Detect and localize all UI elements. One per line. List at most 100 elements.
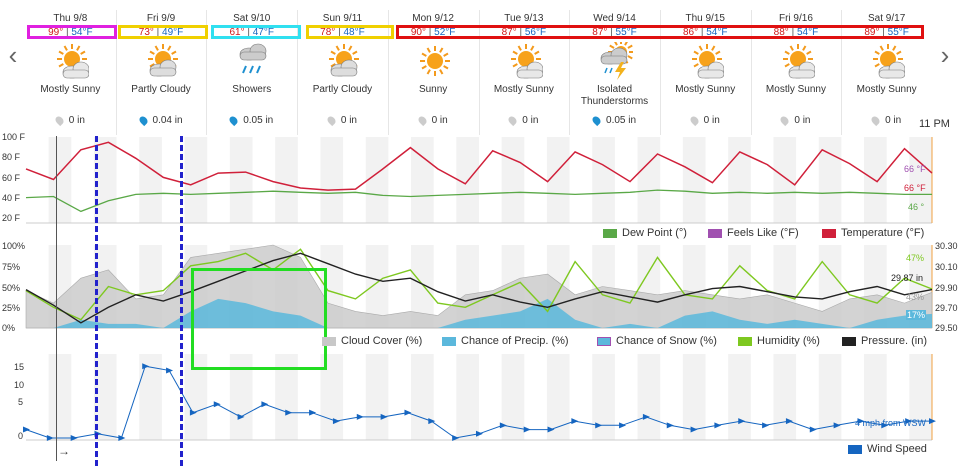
legend-dew-point[interactable]: Dew Point (°) — [603, 227, 687, 239]
day-forecast-9[interactable]: Sat 9/17 89° | 55°F Mostly Sunny 0 in — [841, 0, 932, 135]
day-highlight-box — [396, 25, 924, 39]
legend-swatch — [848, 444, 862, 454]
legend-label: Wind Speed — [867, 443, 927, 455]
wind-direction-marker — [476, 430, 483, 437]
wind-direction-marker — [332, 418, 340, 425]
legend-chance-of-snow[interactable]: Chance of Snow (%) — [597, 335, 717, 347]
day-condition: Isolated Thunderstorms — [580, 84, 649, 107]
night-shading-band — [728, 137, 751, 223]
day-temps: 73° | 49°F — [138, 27, 184, 38]
wind-direction-marker — [213, 401, 221, 408]
legend-label: Chance of Snow (%) — [616, 335, 717, 347]
legend-wind-speed[interactable]: Wind Speed — [848, 443, 927, 455]
legend-feels-like[interactable]: Feels Like (°F) — [708, 227, 799, 239]
day-condition: Partly Cloudy — [131, 84, 191, 95]
day-high: 87° — [501, 27, 517, 38]
wind-current-value: 4 mph from WSW — [855, 418, 927, 428]
pressure-axis-tick: 29.70 — [935, 303, 958, 313]
legend-pressure[interactable]: Pressure. (in) — [842, 335, 927, 347]
percent-axis-tick: 100% — [2, 241, 26, 251]
percent-axis-tick: 50% — [2, 283, 21, 293]
wind-direction-marker — [714, 422, 722, 429]
day-low: 48°F — [343, 27, 365, 38]
night-shading-band — [411, 354, 434, 440]
wind-axis-tick: 0 — [18, 431, 24, 441]
day-precip-amount: 0.05 in — [606, 115, 637, 126]
day-high: 61° — [229, 27, 245, 38]
temp-axis-tick: 60 F — [2, 173, 21, 183]
day-condition: Mostly Sunny — [765, 84, 826, 95]
wind-direction-marker — [785, 418, 793, 425]
day-precip: 0.05 in — [569, 114, 660, 127]
day-high: 99° — [48, 27, 64, 38]
day-precip-amount: 0.05 in — [243, 115, 274, 126]
annotation-dashed-line — [95, 136, 98, 466]
day-precip: 0 in — [660, 114, 751, 127]
wind-direction-marker — [619, 422, 627, 429]
legend-swatch — [442, 336, 456, 346]
day-date: Fri 9/9 — [146, 13, 176, 24]
day-forecast-4[interactable]: Mon 9/12 90° | 52°F Sunny 0 in — [388, 0, 479, 135]
day-forecast-7[interactable]: Thu 9/15 86° | 54°F Mostly Sunny 0 in — [660, 0, 751, 135]
day-precip-amount: 0 in — [703, 115, 720, 126]
temperature-line — [25, 141, 933, 191]
feels-like-current-value: 66 °F — [904, 164, 926, 174]
night-shading-band — [139, 354, 162, 440]
day-forecast-0[interactable]: Thu 9/8 99° | 54°F Mostly Sunny 0 in — [25, 0, 116, 135]
night-shading-band — [411, 245, 434, 328]
previous-days-button[interactable]: ‹ — [8, 40, 18, 70]
night-shading-band — [818, 354, 842, 440]
day-high: 78° — [320, 27, 336, 38]
day-date: Thu 9/8 — [53, 13, 88, 24]
wind-direction-marker — [881, 422, 889, 429]
legend-label: Dew Point (°) — [622, 227, 687, 239]
day-forecast-3[interactable]: Sun 9/11 78° | 48°F Partly Cloudy 0 in — [297, 0, 388, 135]
day-date: Wed 9/14 — [593, 13, 636, 24]
night-shading-band — [48, 137, 72, 223]
night-shading-band — [93, 354, 117, 440]
day-highlight-box — [27, 25, 117, 39]
wind-direction-marker — [666, 422, 674, 429]
mostly-sunny-icon — [509, 42, 543, 80]
day-high: 90° — [410, 27, 426, 38]
night-shading-band — [864, 354, 887, 440]
day-highlight-box — [211, 25, 301, 39]
day-temps: 89° | 55°F — [864, 27, 909, 38]
legend-cloud-cover[interactable]: Cloud Cover (%) — [322, 335, 422, 347]
next-days-button[interactable]: › — [940, 40, 950, 70]
dew-point-line — [25, 189, 932, 213]
pressure-line — [25, 252, 933, 324]
day-date: Tue 9/13 — [504, 13, 544, 24]
night-shading-band — [592, 354, 615, 440]
day-date: Mon 9/12 — [412, 13, 454, 24]
day-forecast-6[interactable]: Wed 9/14 87° | 55°F Isolated Thunderstor… — [569, 0, 660, 135]
day-precip-amount: 0 in — [885, 115, 902, 126]
legend-label: Feels Like (°F) — [727, 227, 799, 239]
night-shading-band — [501, 354, 525, 440]
pressure-current-value: 29.87 in — [891, 273, 924, 283]
night-shading-band — [728, 354, 751, 440]
day-forecast-5[interactable]: Tue 9/13 87° | 56°F Mostly Sunny 0 in — [479, 0, 570, 135]
legend-label: Cloud Cover (%) — [341, 335, 423, 347]
legend-chance-of-precip[interactable]: Chance of Precip. (%) — [442, 335, 569, 347]
legend-temperature[interactable]: Temperature (°F) — [822, 227, 924, 239]
day-forecast-8[interactable]: Fri 9/16 88° | 54°F Mostly Sunny 0 in — [751, 0, 842, 135]
wind-axis-tick: 5 — [18, 397, 24, 407]
day-condition: Partly Cloudy — [312, 84, 373, 95]
day-precip-amount: 0 in — [794, 115, 811, 126]
day-high: 86° — [682, 27, 699, 38]
day-forecast-1[interactable]: Fri 9/9 73° | 49°F Partly Cloudy 0.04 in — [116, 0, 207, 135]
wind-direction-marker — [237, 413, 245, 420]
wind-direction-marker — [46, 435, 54, 441]
day-precip-amount: 0 in — [340, 115, 357, 126]
night-shading-band — [229, 354, 253, 440]
wind-direction-marker — [571, 418, 579, 425]
day-precip-amount: 0 in — [431, 115, 448, 126]
annotation-highlight-box — [191, 268, 327, 370]
day-temps: 87° | 56°F — [501, 27, 547, 38]
day-forecast-2[interactable]: Sat 9/10 61° | 47°F Showers 0.05 in — [206, 0, 297, 135]
legend-swatch — [822, 228, 836, 238]
day-high: 88° — [773, 27, 789, 38]
wind-direction-marker — [404, 409, 412, 416]
legend-humidity[interactable]: Humidity (%) — [738, 335, 820, 347]
